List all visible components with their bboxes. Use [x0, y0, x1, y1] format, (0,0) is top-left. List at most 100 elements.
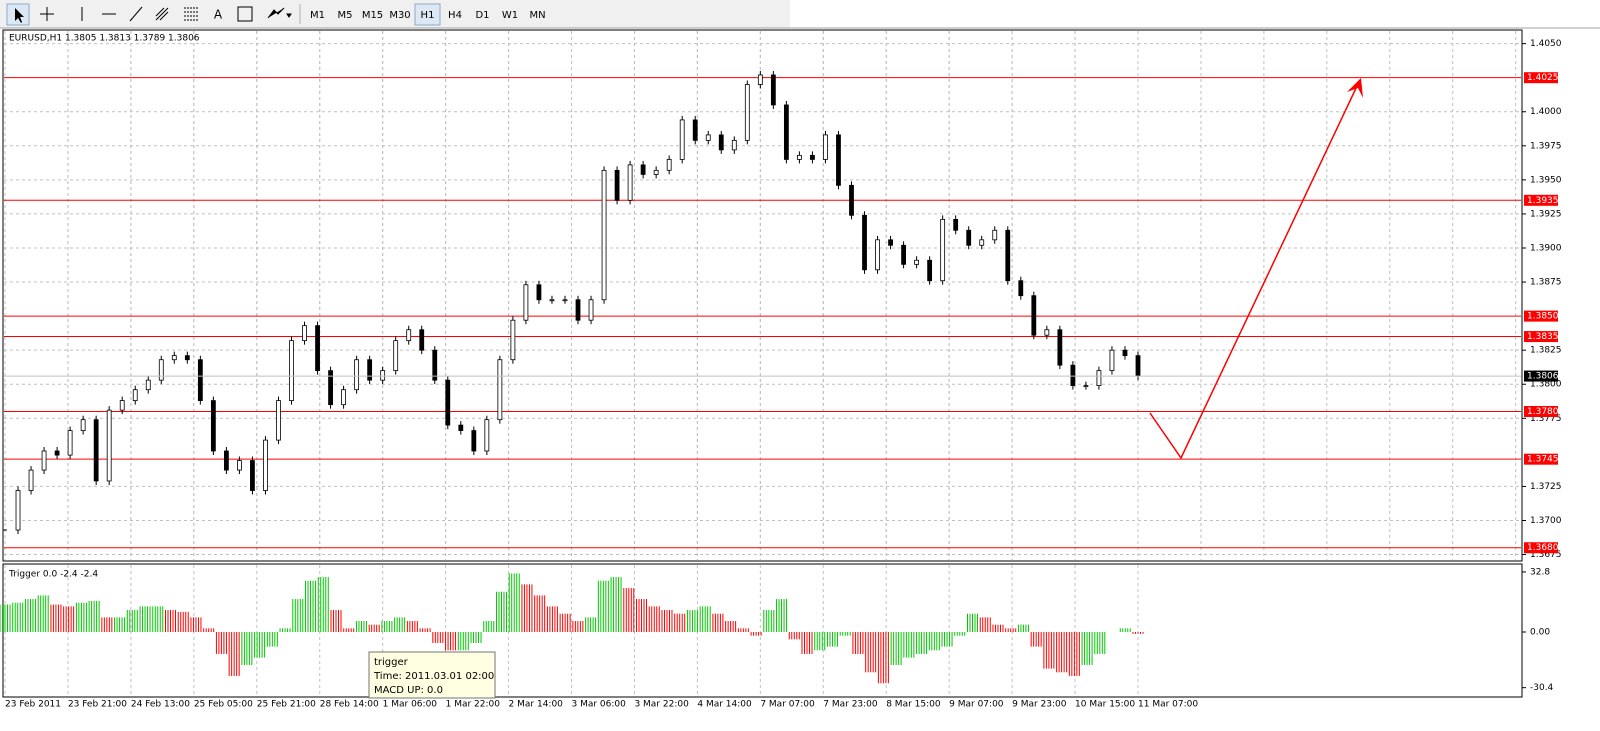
candle-body — [979, 239, 985, 246]
tooltip-line: MACD UP: 0.0 — [374, 685, 443, 696]
trendline-button[interactable] — [129, 6, 143, 22]
candle-body — [145, 379, 151, 391]
tooltip-line: Time: 2011.03.01 02:00 — [373, 671, 494, 682]
candle-body — [1096, 370, 1102, 387]
timeframe-button[interactable]: D1 — [475, 10, 489, 21]
marks — [0, 70, 1521, 684]
candle-body — [380, 370, 386, 381]
level-label-bg — [1524, 405, 1558, 417]
candle-body — [223, 450, 229, 471]
candle-body — [315, 325, 320, 372]
x-tick-label: 11 Mar 07:00 — [1138, 700, 1198, 710]
candle-body — [614, 169, 620, 201]
x-tick-label: 7 Mar 07:00 — [760, 700, 815, 710]
candle-body — [1070, 364, 1076, 387]
timeframe-button[interactable]: W1 — [502, 10, 518, 21]
channel-button[interactable] — [155, 7, 169, 21]
candle-body — [562, 299, 568, 302]
candle-body — [93, 419, 99, 482]
candle-body — [132, 389, 138, 401]
last-price-bg — [1524, 370, 1558, 382]
candle-body — [757, 74, 763, 85]
x-tick-label: 1 Mar 22:00 — [446, 700, 501, 710]
candle-body — [393, 340, 399, 372]
x-tick-label: 3 Mar 22:00 — [634, 700, 689, 710]
timeframe-button[interactable]: M5 — [338, 10, 353, 21]
candle-body — [888, 239, 893, 246]
candle-body — [901, 244, 906, 265]
candle-body — [250, 460, 255, 491]
level-label: 1.3935 — [1527, 196, 1559, 206]
timeframe-button[interactable]: M15 — [362, 10, 383, 21]
active-timeframe — [414, 3, 441, 26]
level-label: 1.4025 — [1527, 73, 1559, 83]
candle-body — [536, 284, 542, 301]
cursor-icon — [15, 8, 24, 23]
crosshair-button[interactable] — [40, 7, 54, 21]
x-tick-label: 7 Mar 23:00 — [823, 700, 878, 710]
level-label-bg — [1524, 72, 1558, 84]
candle-body — [289, 340, 294, 401]
candle-body — [862, 214, 867, 271]
y-tick-label: 1.3975 — [1530, 141, 1562, 151]
candle-body — [1005, 229, 1011, 282]
label-tool[interactable] — [237, 6, 253, 22]
y-tick-label: 1.3700 — [1530, 516, 1562, 526]
candle-body — [419, 329, 425, 351]
x-tick-label: 1 Mar 06:00 — [383, 700, 438, 710]
candle-body — [106, 409, 112, 482]
timeframe-button[interactable]: H4 — [448, 10, 462, 21]
timeframe-button[interactable]: M30 — [389, 10, 410, 21]
candle-body — [523, 284, 529, 321]
y-tick-label: 1.3900 — [1530, 243, 1562, 253]
timeframe-button[interactable]: MN — [529, 10, 545, 21]
y-tick-label: -30.4 — [1530, 683, 1554, 693]
candle-body — [627, 164, 633, 201]
y-tick-label: 1.3875 — [1530, 278, 1562, 288]
candle-body — [1044, 329, 1050, 336]
candle-body — [367, 359, 373, 381]
chart-title: EURUSD,H1 1.3805 1.3813 1.3789 1.3806 — [9, 34, 200, 44]
candle-body — [927, 259, 933, 282]
candle-body — [41, 450, 47, 471]
candle-body — [770, 74, 776, 106]
candle-body — [341, 389, 346, 406]
candle-body — [823, 134, 828, 160]
arrow-annotation — [1149, 78, 1363, 460]
timeframes: M1 M5 M15 M30 H1 H4 D1 W1 MN — [310, 3, 546, 26]
y-tick-label: 1.3725 — [1530, 482, 1562, 492]
candle-body — [28, 469, 34, 491]
y-tick-label: 1.3800 — [1530, 380, 1562, 390]
x-tick-label: 9 Mar 07:00 — [949, 700, 1004, 710]
timeframe-button[interactable]: H1 — [421, 10, 435, 21]
candle-body — [80, 419, 86, 431]
candle-body — [354, 359, 360, 391]
candle-body — [171, 355, 177, 361]
text-tool[interactable]: A — [214, 8, 223, 22]
candle-body — [54, 450, 60, 456]
tooltip-box — [368, 651, 496, 699]
candle-body — [679, 119, 685, 160]
level-label-bg — [1524, 542, 1558, 554]
candle-body — [328, 370, 333, 406]
candle-body — [471, 430, 477, 452]
candle-body — [458, 424, 464, 431]
toolbar — [0, 0, 790, 28]
candle-body — [797, 154, 802, 160]
timeframe-button[interactable]: M1 — [310, 10, 325, 21]
candle-body — [406, 329, 412, 342]
candle-body — [849, 184, 854, 216]
candle-body — [666, 159, 672, 171]
candle-body — [653, 169, 659, 175]
fibo-button[interactable] — [184, 7, 198, 21]
candle-body — [836, 134, 841, 186]
candle-body — [1109, 349, 1115, 372]
candle-body — [445, 379, 451, 426]
arrows-tool[interactable] — [267, 7, 292, 19]
x-tick-label: 23 Feb 2011 — [5, 700, 61, 710]
candle-body — [1018, 280, 1024, 297]
x-tick-label: 2 Mar 14:00 — [509, 700, 564, 710]
candle-body — [1031, 295, 1037, 336]
